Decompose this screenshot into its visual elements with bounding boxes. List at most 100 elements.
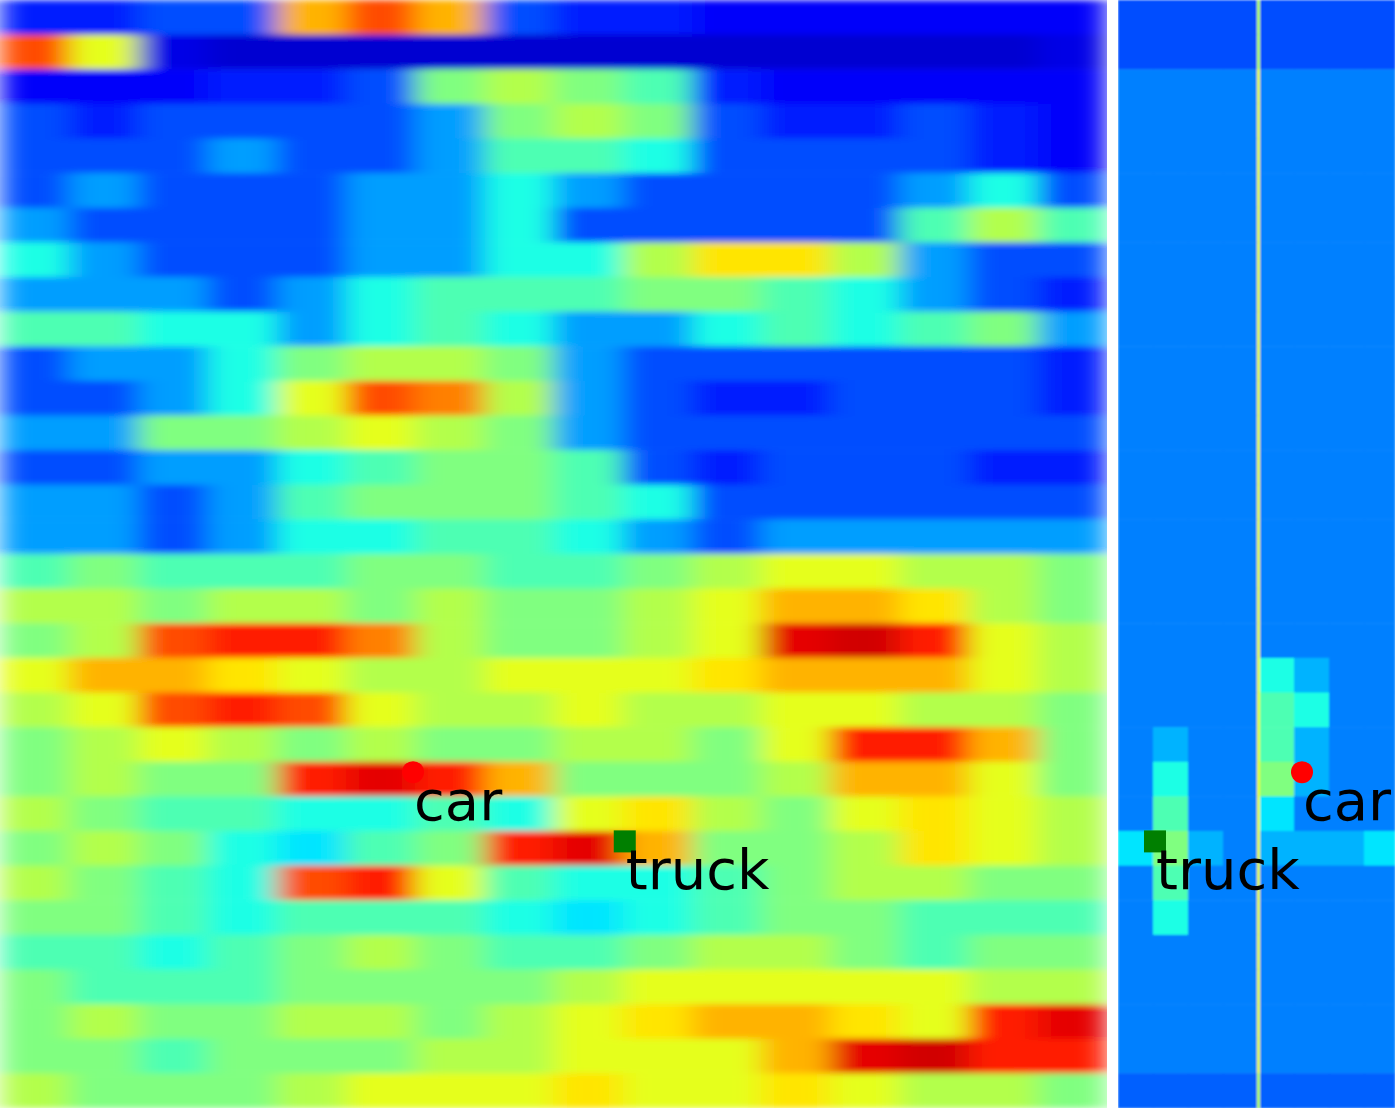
heatmap-cell: [1260, 139, 1295, 174]
heatmap-cell: [69, 866, 139, 901]
heatmap-cell: [1260, 519, 1295, 554]
heatmap-cell: [415, 312, 485, 347]
heatmap-cell: [1038, 346, 1107, 381]
heatmap-cell: [277, 762, 347, 797]
heatmap-cell: [1364, 208, 1395, 243]
heatmap-cell: [208, 139, 278, 174]
heatmap-cell: [899, 381, 969, 416]
heatmap-cell: [1118, 693, 1154, 728]
heatmap-cell: [1294, 450, 1330, 485]
heatmap-cell: [415, 173, 485, 208]
heatmap-cell: [484, 727, 554, 762]
heatmap-cell: [692, 104, 762, 139]
heatmap-cell: [1257, 693, 1261, 728]
heatmap-cell: [138, 970, 208, 1005]
heatmap-cell: [0, 727, 70, 762]
heatmap-cell: [138, 104, 208, 139]
heatmap-cell: [692, 0, 762, 35]
heatmap-cell: [692, 623, 762, 658]
heatmap-cell: [1188, 900, 1224, 935]
heatmap-cell: [830, 796, 900, 831]
heatmap-cell: [969, 658, 1039, 693]
heatmap-cell: [1364, 139, 1395, 174]
heatmap-cell: [415, 139, 485, 174]
heatmap-cell: [277, 796, 347, 831]
heatmap-cell: [969, 450, 1039, 485]
heatmap-cell: [969, 381, 1039, 416]
heatmap-cell: [1153, 970, 1189, 1005]
heatmap-cell: [761, 900, 831, 935]
heatmap-cell: [554, 104, 624, 139]
heatmap-cell: [138, 589, 208, 624]
heatmap-cell: [346, 658, 416, 693]
heatmap-cell: [277, 242, 347, 277]
heatmap-cell: [1188, 104, 1224, 139]
heatmap-cell: [692, 1073, 762, 1108]
heatmap-cell: [1188, 970, 1224, 1005]
heatmap-cell: [1223, 658, 1258, 693]
heatmap-cell: [1257, 970, 1261, 1005]
heatmap-cell: [484, 900, 554, 935]
heatmap-cell: [346, 35, 416, 70]
heatmap-cell: [969, 519, 1039, 554]
heatmap-cell: [899, 242, 969, 277]
heatmap-cell: [1223, 900, 1258, 935]
heatmap-cell: [415, 1004, 485, 1039]
heatmap-cell: [1153, 796, 1189, 831]
heatmap-cell: [1260, 796, 1295, 831]
heatmap-cell: [484, 242, 554, 277]
heatmap-cell: [1188, 1039, 1224, 1074]
heatmap-cell: [761, 796, 831, 831]
heatmap-cell: [277, 970, 347, 1005]
heatmap-cell: [554, 346, 624, 381]
heatmap-cell: [692, 970, 762, 1005]
heatmap-cell: [1188, 623, 1224, 658]
heatmap-cell: [1118, 69, 1154, 104]
heatmap-cell: [1364, 900, 1395, 935]
heatmap-cell: [208, 208, 278, 243]
heatmap-cell: [1257, 35, 1261, 70]
heatmap-cell: [484, 1004, 554, 1039]
heatmap-cell: [484, 623, 554, 658]
heatmap-cell: [554, 173, 624, 208]
heatmap-cell: [899, 935, 969, 970]
heatmap-panel: [0, 0, 1107, 1108]
heatmap-cell: [0, 485, 70, 520]
heatmap-cell: [1188, 485, 1224, 520]
heatmap-cell: [899, 208, 969, 243]
heatmap-cell: [415, 693, 485, 728]
heatmap-cell: [208, 693, 278, 728]
heatmap-cell: [692, 1004, 762, 1039]
heatmap-cell: [554, 139, 624, 174]
heatmap-cell: [1329, 970, 1365, 1005]
heatmap-cell: [830, 693, 900, 728]
heatmap-cell: [0, 208, 70, 243]
heatmap-cell: [1294, 485, 1330, 520]
heatmap-cell: [1118, 381, 1154, 416]
heatmap-cell: [415, 242, 485, 277]
heatmap-cell: [761, 866, 831, 901]
heatmap-cell: [554, 1004, 624, 1039]
heatmap-cell: [1223, 485, 1258, 520]
heatmap-cell: [623, 1004, 693, 1039]
heatmap-cell: [1118, 623, 1154, 658]
heatmap-cell: [1153, 242, 1189, 277]
heatmap-cell: [761, 727, 831, 762]
heatmap-cell: [484, 104, 554, 139]
heatmap-cell: [1188, 242, 1224, 277]
heatmap-cell: [415, 104, 485, 139]
heatmap-cell: [1329, 69, 1365, 104]
heatmap-cell: [484, 450, 554, 485]
heatmap-cell: [1118, 519, 1154, 554]
heatmap-cell: [138, 900, 208, 935]
heatmap-cell: [969, 0, 1039, 35]
heatmap-cell: [1188, 69, 1224, 104]
heatmap-cell: [1329, 1073, 1365, 1108]
heatmap-cell: [1038, 35, 1107, 70]
heatmap-cell: [1329, 589, 1365, 624]
heatmap-cell: [830, 589, 900, 624]
heatmap-cell: [346, 173, 416, 208]
heatmap-cell: [208, 900, 278, 935]
heatmap-cell: [69, 1073, 139, 1108]
heatmap-cell: [1038, 1039, 1107, 1074]
